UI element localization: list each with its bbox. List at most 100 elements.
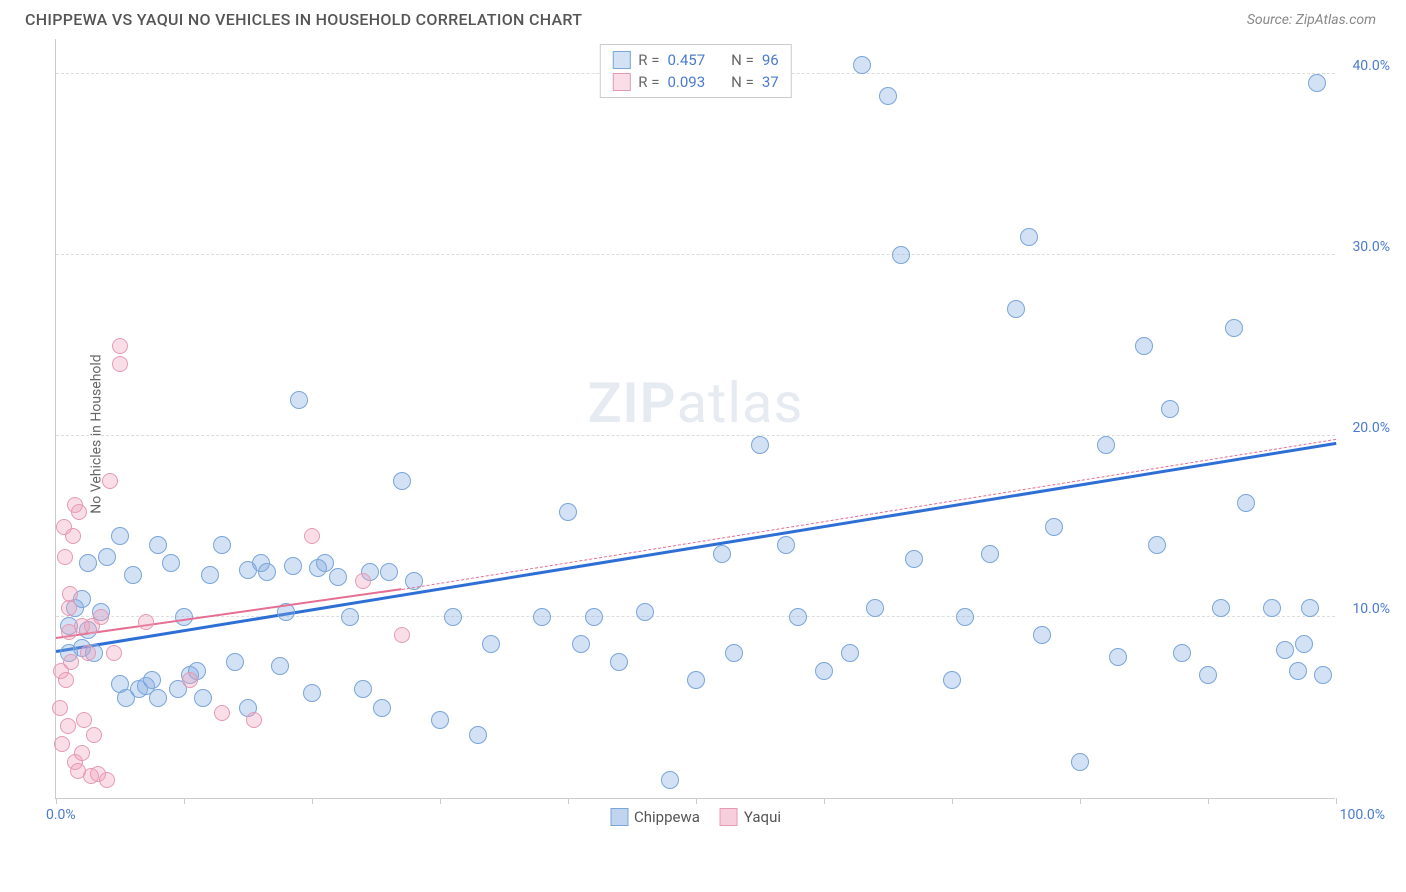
data-point <box>1308 74 1326 92</box>
data-point <box>1237 494 1255 512</box>
y-tick-label: 20.0% <box>1352 420 1390 436</box>
legend-row: R =0.457N =96 <box>612 49 778 71</box>
data-point <box>1007 300 1025 318</box>
data-point <box>226 653 244 671</box>
y-tick-label: 30.0% <box>1352 239 1390 255</box>
n-value: 37 <box>762 73 779 91</box>
data-point <box>1301 599 1319 617</box>
x-max-label: 100.0% <box>1340 807 1385 823</box>
data-point <box>1097 436 1115 454</box>
data-point <box>102 473 118 489</box>
data-point <box>1148 536 1166 554</box>
data-point <box>79 554 97 572</box>
data-point <box>52 700 68 716</box>
data-point <box>533 608 551 626</box>
data-point <box>329 568 347 586</box>
data-point <box>636 603 654 621</box>
legend-label: Yaqui <box>744 808 781 826</box>
data-point <box>1071 753 1089 771</box>
data-point <box>1212 599 1230 617</box>
n-label: N = <box>731 51 754 69</box>
data-point <box>111 527 129 545</box>
data-point <box>841 644 859 662</box>
legend-swatch <box>720 808 738 826</box>
series-legend: Chippewa Yaqui <box>610 808 781 826</box>
gridline <box>56 254 1335 255</box>
y-tick-label: 40.0% <box>1352 58 1390 74</box>
data-point <box>62 586 78 602</box>
r-label: R = <box>638 51 659 69</box>
watermark: ZIPatlas <box>588 370 804 436</box>
x-tick <box>1080 798 1081 804</box>
data-point <box>444 608 462 626</box>
data-point <box>1020 228 1038 246</box>
data-point <box>316 554 334 572</box>
data-point <box>290 391 308 409</box>
x-tick <box>1336 798 1337 804</box>
data-point <box>585 608 603 626</box>
legend-item: Yaqui <box>720 808 781 826</box>
data-point <box>380 563 398 581</box>
data-point <box>559 503 577 521</box>
data-point <box>61 600 77 616</box>
data-point <box>258 563 276 581</box>
data-point <box>866 599 884 617</box>
data-point <box>373 699 391 717</box>
chart-title: CHIPPEWA VS YAQUI NO VEHICLES IN HOUSEHO… <box>25 10 582 29</box>
data-point <box>853 56 871 74</box>
data-point <box>1199 666 1217 684</box>
data-point <box>149 536 167 554</box>
data-point <box>1289 662 1307 680</box>
data-point <box>1033 626 1051 644</box>
data-point <box>1314 666 1332 684</box>
data-point <box>879 87 897 105</box>
data-point <box>1295 635 1313 653</box>
data-point <box>284 557 302 575</box>
data-point <box>182 672 198 688</box>
data-point <box>57 549 73 565</box>
data-point <box>341 608 359 626</box>
legend-label: Chippewa <box>634 808 700 826</box>
data-point <box>981 545 999 563</box>
gridline <box>56 616 1335 617</box>
data-point <box>162 554 180 572</box>
data-point <box>1135 337 1153 355</box>
x-tick <box>56 798 57 804</box>
data-point <box>246 712 262 728</box>
legend-swatch <box>612 51 630 69</box>
data-point <box>76 712 92 728</box>
data-point <box>303 684 321 702</box>
x-min-label: 0.0% <box>46 807 76 823</box>
chart-area: No Vehicles in Household ZIPatlas 10.0%2… <box>55 39 1375 829</box>
data-point <box>1045 518 1063 536</box>
data-point <box>393 472 411 490</box>
legend-item: Chippewa <box>610 808 700 826</box>
x-tick <box>312 798 313 804</box>
x-tick <box>952 798 953 804</box>
y-tick-label: 10.0% <box>1352 601 1390 617</box>
data-point <box>201 566 219 584</box>
scatter-plot: ZIPatlas 10.0%20.0%30.0%40.0%0.0%100.0%R… <box>55 39 1335 799</box>
data-point <box>1276 641 1294 659</box>
data-point <box>905 550 923 568</box>
x-tick <box>184 798 185 804</box>
data-point <box>71 504 87 520</box>
gridline <box>56 435 1335 436</box>
data-point <box>138 614 154 630</box>
data-point <box>354 680 372 698</box>
regression-line <box>56 442 1336 653</box>
data-point <box>214 705 230 721</box>
data-point <box>112 338 128 354</box>
data-point <box>713 545 731 563</box>
data-point <box>751 436 769 454</box>
r-value: 0.093 <box>667 73 705 91</box>
data-point <box>1161 400 1179 418</box>
legend-swatch <box>612 73 630 91</box>
data-point <box>956 608 974 626</box>
data-point <box>304 528 320 544</box>
data-point <box>482 635 500 653</box>
data-point <box>661 771 679 789</box>
data-point <box>86 727 102 743</box>
data-point <box>1109 648 1127 666</box>
data-point <box>271 657 289 675</box>
